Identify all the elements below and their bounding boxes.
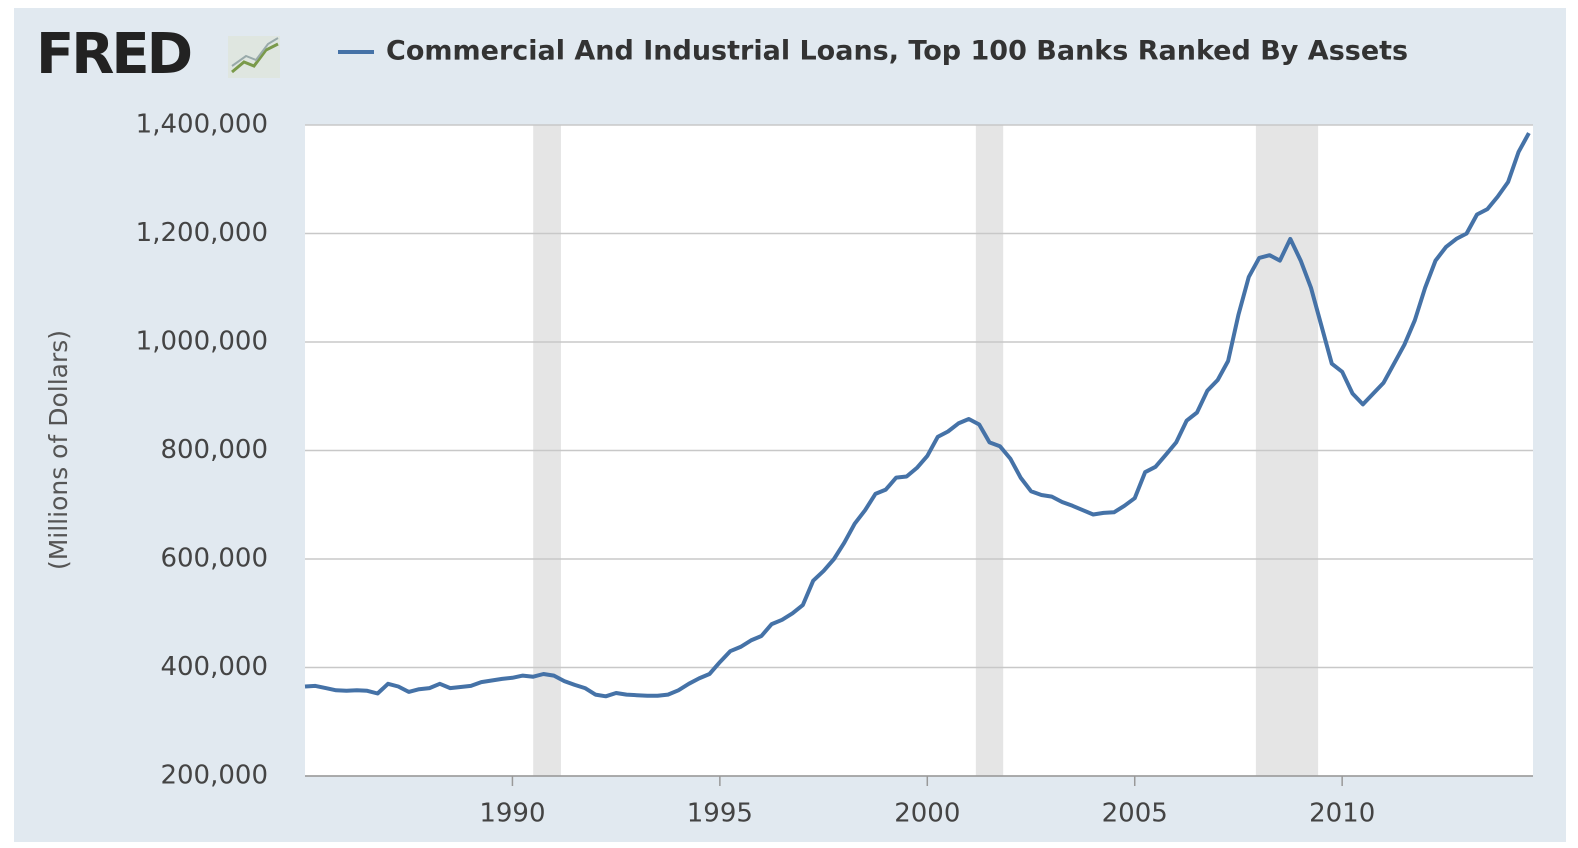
y-tick-label: 400,000 bbox=[160, 652, 268, 682]
x-tick-label: 2000 bbox=[894, 799, 960, 829]
legend-label: Commercial And Industrial Loans, Top 100… bbox=[386, 36, 1408, 67]
y-tick-label: 1,000,000 bbox=[136, 327, 268, 357]
x-tick-label: 2005 bbox=[1102, 799, 1168, 829]
x-tick-label: 2010 bbox=[1309, 799, 1375, 829]
series-line bbox=[304, 132, 1531, 699]
y-tick-label: 200,000 bbox=[160, 761, 268, 791]
y-tick-label: 1,400,000 bbox=[136, 110, 268, 140]
logo-icon bbox=[228, 36, 280, 78]
y-tick-label: 1,200,000 bbox=[136, 218, 268, 248]
x-tick-label: 1990 bbox=[479, 799, 545, 829]
y-axis-label: (Millions of Dollars) bbox=[44, 330, 73, 570]
logo: FRED bbox=[36, 22, 191, 87]
y-tick-label: 800,000 bbox=[160, 435, 268, 465]
x-tick-label: 1995 bbox=[687, 799, 753, 829]
y-tick-label: 600,000 bbox=[160, 544, 268, 574]
